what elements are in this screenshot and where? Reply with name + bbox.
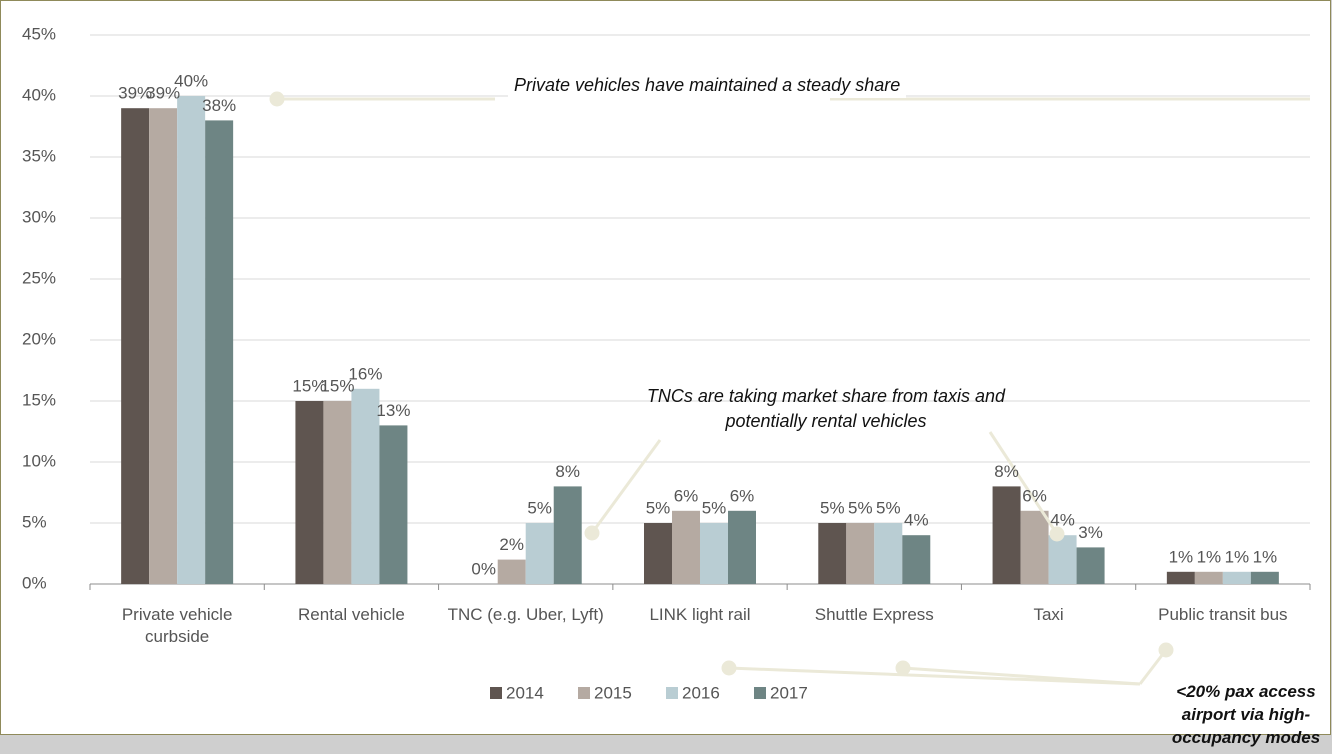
data-label: 8%: [555, 462, 580, 481]
bar: [323, 401, 352, 584]
y-tick-label: 30%: [22, 207, 56, 226]
legend-label: 2017: [770, 683, 808, 702]
x-tick-label: Shuttle Express: [814, 605, 934, 624]
y-tick-label: 15%: [22, 390, 56, 409]
bar: [1222, 571, 1251, 584]
data-label: 6%: [730, 486, 755, 505]
annotation: Private vehicles have maintained a stead…: [508, 73, 907, 98]
data-label: 1%: [1197, 547, 1222, 566]
bar: [1048, 535, 1077, 584]
legend-swatch: [666, 687, 678, 699]
y-tick-label: 40%: [22, 85, 56, 104]
data-label: 1%: [1225, 547, 1250, 566]
bar: [1166, 571, 1195, 584]
leader-dot: [584, 525, 600, 541]
data-label: 2%: [499, 535, 524, 554]
data-label: 4%: [904, 511, 929, 530]
legend-label: 2016: [682, 683, 720, 702]
data-label: 15%: [320, 376, 354, 395]
bar: [177, 96, 206, 584]
bar: [1076, 547, 1105, 584]
y-tick-label: 10%: [22, 451, 56, 470]
data-label: 38%: [202, 96, 236, 115]
y-tick-label: 0%: [22, 573, 47, 592]
data-label: 8%: [994, 462, 1019, 481]
annotation: TNCs are taking market share from taxis …: [646, 386, 1006, 431]
data-label: 5%: [876, 498, 901, 517]
leader-dot: [1049, 526, 1065, 542]
bar: [1250, 571, 1279, 584]
bar: [553, 486, 582, 584]
bar: [672, 510, 700, 584]
data-label: 13%: [376, 401, 410, 420]
data-label: 40%: [174, 71, 208, 90]
data-label: 6%: [1022, 486, 1047, 505]
data-label: 3%: [1078, 523, 1103, 542]
bar: [728, 510, 756, 584]
bar: [379, 425, 408, 584]
legend-swatch: [490, 687, 502, 699]
y-tick-label: 45%: [22, 24, 56, 43]
annotation: <20% pax access airport via high-occupan…: [1171, 682, 1321, 747]
bar: [497, 559, 526, 584]
x-tick-label: TNC (e.g. Uber, Lyft): [447, 605, 604, 624]
bar: [351, 388, 380, 584]
bar: [700, 523, 728, 584]
y-tick-label: 20%: [22, 329, 56, 348]
annotation-leaders: [269, 91, 1310, 686]
bar: [874, 523, 903, 584]
y-tick-label: 35%: [22, 146, 56, 165]
data-label: 5%: [848, 498, 873, 517]
leader-dot: [895, 660, 911, 676]
bar: [295, 401, 324, 584]
bar: [1020, 510, 1049, 584]
leader-line: [902, 666, 1141, 686]
data-label: 1%: [1169, 547, 1194, 566]
data-label: 16%: [348, 364, 382, 383]
legend-swatch: [578, 687, 590, 699]
bar: [644, 523, 672, 584]
leader-dot: [1158, 642, 1174, 658]
data-label: 4%: [1050, 511, 1075, 530]
legend-swatch: [754, 687, 766, 699]
data-label: 5%: [702, 498, 727, 517]
data-label: 0%: [471, 559, 496, 578]
bar: [818, 523, 847, 584]
bar: [525, 523, 554, 584]
x-tick-label: Private vehicle curbside: [121, 605, 233, 646]
data-label: 39%: [118, 84, 152, 103]
data-label: 15%: [292, 376, 326, 395]
x-tick-label: Rental vehicle: [298, 605, 405, 624]
data-label: 5%: [646, 498, 671, 517]
bar: [992, 486, 1021, 584]
y-tick-label: 25%: [22, 268, 56, 287]
bar: [1194, 571, 1223, 584]
data-label: 39%: [146, 84, 180, 103]
x-tick-label: Public transit bus: [1158, 605, 1288, 624]
leader-line: [728, 666, 1141, 686]
x-tick-label: Taxi: [1033, 605, 1064, 624]
leader-dot: [721, 660, 737, 676]
leader-dot: [269, 91, 285, 107]
leader-line: [988, 431, 1059, 535]
bar: [205, 120, 234, 585]
data-label: 5%: [820, 498, 845, 517]
data-label: 6%: [674, 486, 699, 505]
bar: [846, 523, 875, 584]
bar: [121, 108, 150, 584]
data-label: 1%: [1253, 547, 1278, 566]
y-tick-label: 5%: [22, 512, 47, 531]
legend-label: 2014: [506, 683, 544, 702]
bar: [902, 535, 931, 584]
data-label: 5%: [527, 498, 552, 517]
leader-line: [590, 439, 662, 534]
bar: [149, 108, 178, 584]
x-tick-label: LINK light rail: [649, 605, 751, 624]
legend-label: 2015: [594, 683, 632, 702]
